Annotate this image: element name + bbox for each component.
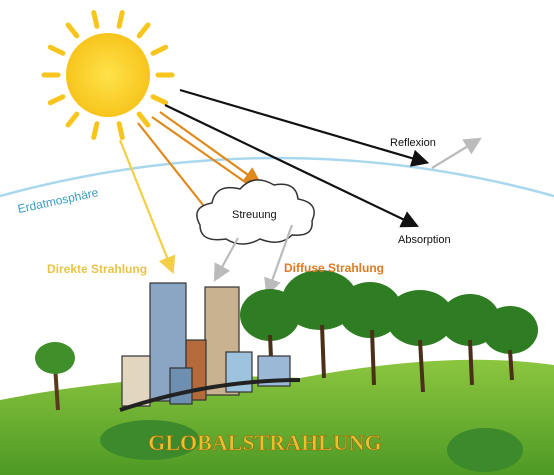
global-label: GLOBALSTRAHLUNG [148, 430, 382, 455]
absorption-label: Absorption [398, 234, 451, 246]
city-part [170, 368, 192, 404]
sun-rays-part [68, 114, 77, 125]
diffuse-label: Diffuse Strahlung [284, 261, 384, 275]
sun-rays-part [68, 25, 77, 36]
trees-part-part [470, 340, 472, 385]
direct-label: Direkte Strahlung [47, 262, 147, 276]
scene: Reflexion Erdatmosphäre Streuung Absorpt… [0, 0, 554, 475]
trees-part-part [322, 325, 324, 378]
trees-part [240, 270, 538, 354]
trees-part-part [510, 350, 512, 380]
sun [66, 33, 150, 117]
rays-part [160, 112, 258, 182]
sun-rays-part [119, 124, 122, 138]
sun-rays-part [153, 47, 166, 53]
sun-rays-part [139, 114, 148, 125]
rays-part [120, 140, 172, 270]
sun-rays-part [119, 13, 122, 27]
trees-part [35, 342, 75, 374]
bush [447, 428, 523, 472]
sun-rays-part [94, 124, 97, 138]
diffuse-arrows-part [216, 238, 238, 278]
sun-rays-part [50, 97, 63, 103]
sun-rays-part [50, 47, 63, 53]
reflexion-label: Reflexion [390, 137, 436, 149]
sun-rays-part [94, 13, 97, 27]
rays-part [432, 140, 478, 168]
scattering-label: Streuung [232, 209, 277, 221]
sun-rays-part [153, 97, 166, 103]
trees-part-part [372, 330, 374, 385]
city-part [122, 356, 150, 406]
sun-rays-part [139, 25, 148, 36]
trees-part-part [482, 306, 538, 354]
